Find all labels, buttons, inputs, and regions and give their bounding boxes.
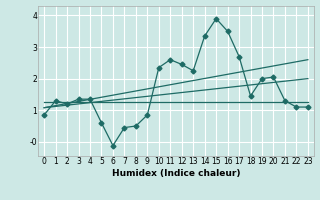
X-axis label: Humidex (Indice chaleur): Humidex (Indice chaleur) [112,169,240,178]
